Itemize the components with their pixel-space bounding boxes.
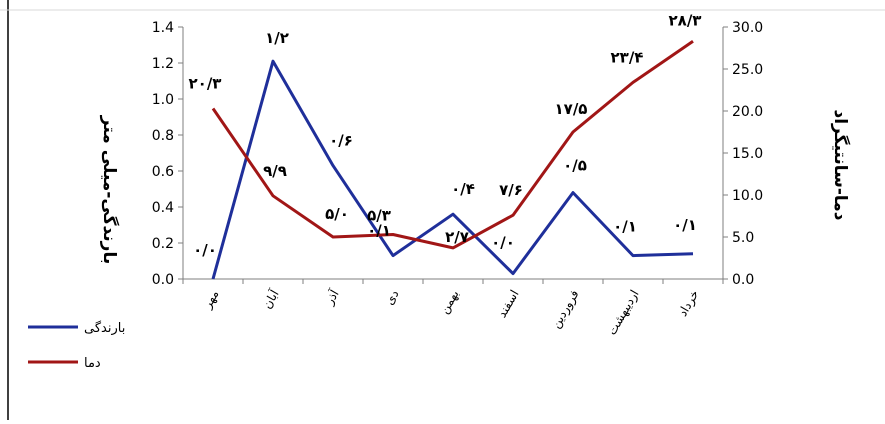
data-label-rain: ۰/۰ bbox=[193, 241, 217, 259]
data-label-temp: ۹/۹ bbox=[263, 162, 287, 180]
left-tick-label: 0.0 bbox=[152, 272, 174, 288]
category-label: آبان bbox=[259, 286, 282, 311]
left-tick-label: 1.0 bbox=[152, 92, 174, 108]
data-label-temp: ۵/۰ bbox=[325, 205, 349, 223]
data-label-temp: ۱۷/۵ bbox=[555, 100, 588, 118]
category-label: بهمن bbox=[437, 288, 462, 317]
data-label-rain: ۰/۵ bbox=[563, 157, 587, 175]
category-label: اسفند bbox=[495, 288, 522, 320]
left-tick-label: 0.8 bbox=[152, 128, 174, 144]
category-label: آذر bbox=[321, 286, 343, 308]
legend-label-rain: بارندگی bbox=[84, 320, 125, 336]
left-tick-label: 0.4 bbox=[152, 200, 174, 216]
left-tick-label: 1.2 bbox=[152, 56, 174, 72]
right-axis-label: دما-سانتیگراد bbox=[830, 109, 851, 220]
left-tick-label: 0.6 bbox=[152, 164, 174, 180]
series-lines bbox=[211, 40, 694, 280]
right-tick-label: 10.0 bbox=[732, 188, 763, 204]
category-label: اردیبهشت bbox=[605, 288, 643, 338]
data-label-temp: ۲۸/۳ bbox=[669, 11, 702, 29]
right-tick-label: 20.0 bbox=[732, 104, 763, 120]
series-line-rain bbox=[211, 59, 694, 280]
data-label-rain: ۰/۱ bbox=[673, 216, 697, 234]
category-labels: مهر آبان آذر دی بهمن اسفند فروردین اردیبهشت خردا… bbox=[200, 286, 703, 337]
data-label-rain: ۰/۴ bbox=[451, 180, 475, 198]
data-labels: ۰/۰ ۱/۲ ۰/۶ ۰/۱ ۰/۴ ۰/۰ ۰/۵ ۰/۱ ۰/۱ ۲۰/۳ ۹/۹ ۵/۰ ۵/۳… bbox=[189, 11, 702, 259]
left-axis-label: بارندگی-میلی متر bbox=[99, 115, 120, 264]
data-label-rain: ۱/۲ bbox=[265, 29, 289, 47]
series-line-temp bbox=[211, 40, 694, 250]
data-label-temp: ۲۳/۴ bbox=[611, 48, 644, 66]
right-tick-label: 0.0 bbox=[732, 272, 754, 288]
data-label-temp: ۲۰/۳ bbox=[189, 74, 222, 92]
data-label-rain: ۰/۱ bbox=[613, 218, 637, 236]
left-axis-ticks: 0.0 0.2 0.4 0.6 0.8 1.0 1.2 1.4 bbox=[152, 20, 183, 288]
category-label: خرداد bbox=[675, 288, 702, 320]
category-label: مهر bbox=[200, 288, 223, 312]
data-label-temp: ۲/۷ bbox=[445, 228, 469, 246]
right-axis-ticks: 0.0 5.0 10.0 15.0 20.0 25.0 30.0 bbox=[723, 20, 763, 288]
left-tick-label: 0.2 bbox=[152, 236, 174, 252]
right-tick-label: 15.0 bbox=[732, 146, 763, 162]
data-label-rain: ۰/۶ bbox=[329, 132, 353, 150]
category-label: دی bbox=[382, 288, 401, 308]
right-tick-label: 5.0 bbox=[732, 230, 754, 246]
legend: بارندگی دما bbox=[28, 320, 125, 371]
right-tick-label: 25.0 bbox=[732, 62, 763, 78]
right-tick-label: 30.0 bbox=[732, 20, 763, 36]
category-label: فروردین bbox=[549, 288, 583, 332]
legend-label-temp: دما bbox=[84, 356, 101, 371]
data-label-rain: ۰/۱ bbox=[367, 222, 391, 240]
left-tick-label: 1.4 bbox=[152, 20, 174, 36]
data-label-temp: ۵/۳ bbox=[367, 206, 391, 224]
data-label-temp: ۷/۶ bbox=[499, 181, 523, 199]
data-label-rain: ۰/۰ bbox=[491, 234, 515, 252]
